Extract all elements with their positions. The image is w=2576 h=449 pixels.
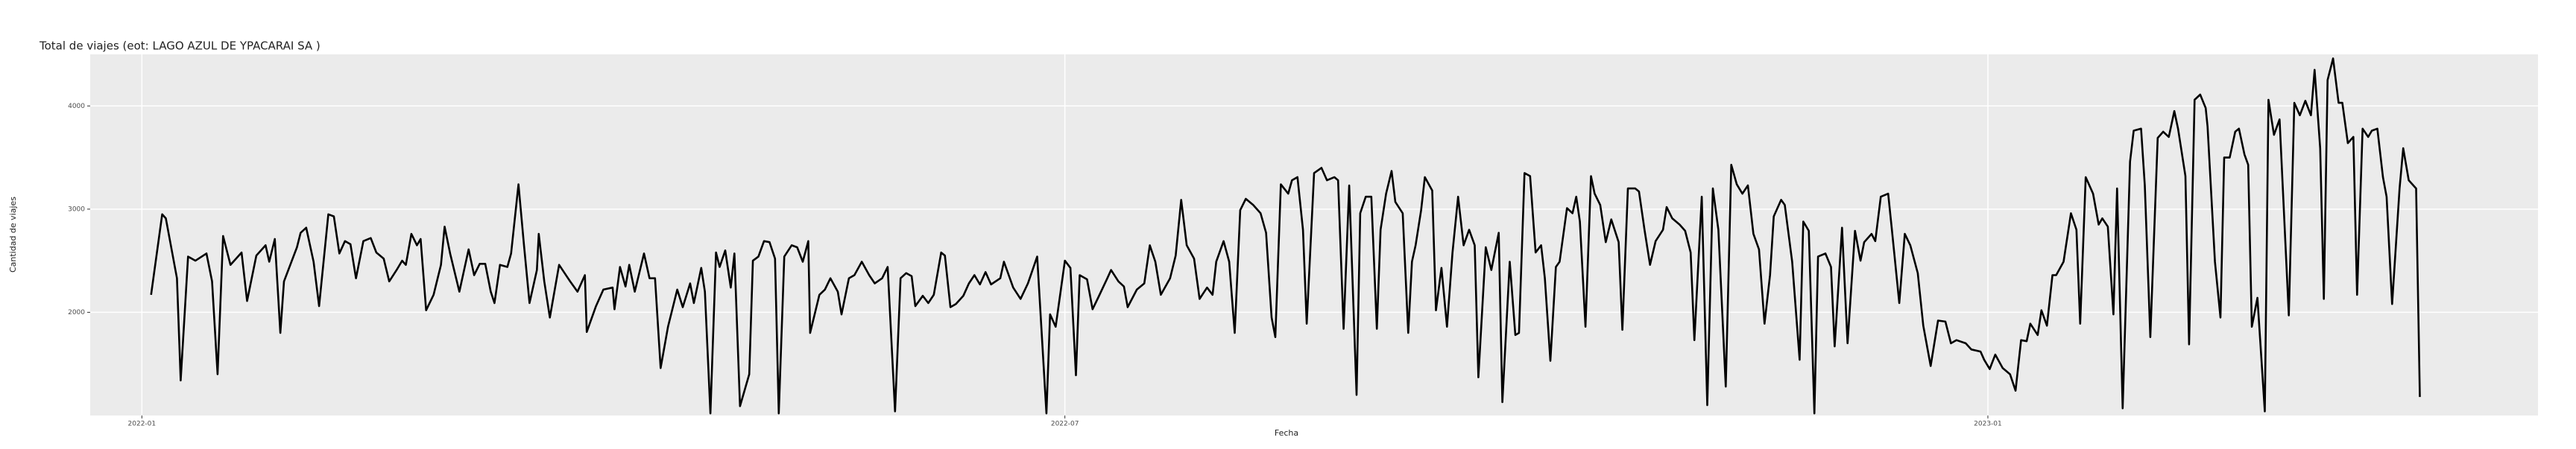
chart-title: Total de viajes (eot: LAGO AZUL DE YPACA… bbox=[39, 39, 321, 53]
y-tick-label: 3000 bbox=[68, 206, 85, 213]
x-tick-label: 2022-07 bbox=[1051, 421, 1079, 428]
y-axis-title: Cantidad de viajes bbox=[8, 197, 18, 273]
y-tick-label: 4000 bbox=[68, 103, 85, 110]
y-tick-label: 2000 bbox=[68, 309, 85, 316]
data-line bbox=[150, 57, 2421, 415]
plot-panel bbox=[90, 54, 2538, 415]
x-tick-label: 2023-01 bbox=[1974, 421, 2002, 428]
x-axis-title: Fecha bbox=[1275, 428, 1298, 438]
x-tick-label: 2022-01 bbox=[128, 421, 157, 428]
